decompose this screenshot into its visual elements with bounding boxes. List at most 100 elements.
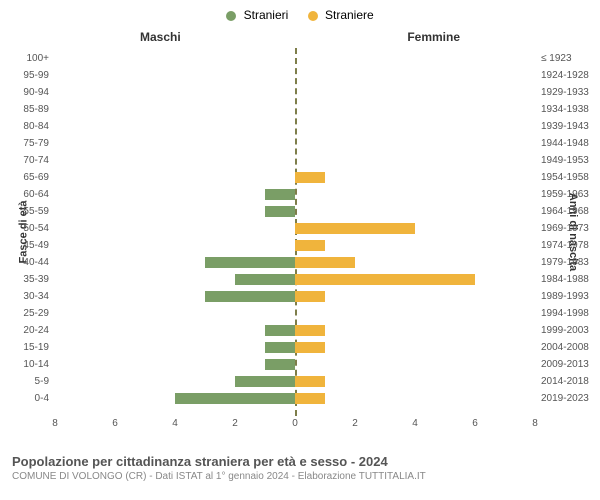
birth-year-label: 1934-1938: [541, 101, 589, 118]
x-tick: 2: [232, 418, 238, 429]
birth-year-label: 1999-2003: [541, 322, 589, 339]
age-label: 35-39: [23, 271, 49, 288]
age-label: 95-99: [23, 67, 49, 84]
bar-female: [295, 291, 325, 302]
x-axis: 8 6 4 2 0 2 4 6 8: [55, 418, 535, 432]
age-label: 55-59: [23, 203, 49, 220]
chart: Maschi Femmine Fasce di età Anni di nasc…: [0, 26, 600, 446]
x-tick: 8: [52, 418, 58, 429]
bar-female: [295, 223, 415, 234]
chart-row: 25-291994-1998: [55, 305, 535, 322]
chart-row: 15-192004-2008: [55, 339, 535, 356]
legend-label-female: Straniere: [325, 8, 374, 22]
chart-subtitle: COMUNE DI VOLONGO (CR) - Dati ISTAT al 1…: [12, 471, 588, 482]
birth-year-label: 1959-1963: [541, 186, 589, 203]
chart-row: 5-92014-2018: [55, 373, 535, 390]
birth-year-label: 1989-1993: [541, 288, 589, 305]
column-header-male: Maschi: [140, 30, 181, 44]
age-label: 20-24: [23, 322, 49, 339]
bar-male: [205, 291, 295, 302]
age-label: 85-89: [23, 101, 49, 118]
chart-row: 30-341989-1993: [55, 288, 535, 305]
chart-row: 80-841939-1943: [55, 118, 535, 135]
chart-row: 65-691954-1958: [55, 169, 535, 186]
bar-male: [265, 189, 295, 200]
chart-row: 85-891934-1938: [55, 101, 535, 118]
birth-year-label: 1929-1933: [541, 84, 589, 101]
birth-year-label: 2004-2008: [541, 339, 589, 356]
age-label: 45-49: [23, 237, 49, 254]
chart-row: 55-591964-1968: [55, 203, 535, 220]
age-label: 0-4: [35, 390, 49, 407]
age-label: 25-29: [23, 305, 49, 322]
bar-female: [295, 376, 325, 387]
bar-female: [295, 257, 355, 268]
bar-male: [235, 274, 295, 285]
birth-year-label: 1979-1983: [541, 254, 589, 271]
birth-year-label: 1994-1998: [541, 305, 589, 322]
age-label: 15-19: [23, 339, 49, 356]
chart-row: 75-791944-1948: [55, 135, 535, 152]
bar-male: [175, 393, 295, 404]
age-label: 40-44: [23, 254, 49, 271]
chart-row: 70-741949-1953: [55, 152, 535, 169]
age-label: 50-54: [23, 220, 49, 237]
x-tick: 8: [532, 418, 538, 429]
chart-row: 45-491974-1978: [55, 237, 535, 254]
legend: Stranieri Straniere: [0, 0, 600, 26]
bar-female: [295, 172, 325, 183]
age-label: 65-69: [23, 169, 49, 186]
bar-female: [295, 274, 475, 285]
birth-year-label: 1964-1968: [541, 203, 589, 220]
chart-row: 10-142009-2013: [55, 356, 535, 373]
legend-label-male: Stranieri: [244, 8, 289, 22]
chart-row: 40-441979-1983: [55, 254, 535, 271]
chart-row: 100+≤ 1923: [55, 50, 535, 67]
age-label: 100+: [26, 50, 49, 67]
birth-year-label: 2014-2018: [541, 373, 589, 390]
birth-year-label: 2009-2013: [541, 356, 589, 373]
x-tick: 6: [472, 418, 478, 429]
bar-female: [295, 393, 325, 404]
chart-row: 20-241999-2003: [55, 322, 535, 339]
chart-row: 35-391984-1988: [55, 271, 535, 288]
birth-year-label: 1924-1928: [541, 67, 589, 84]
bar-female: [295, 342, 325, 353]
bar-male: [265, 359, 295, 370]
birth-year-label: 1949-1953: [541, 152, 589, 169]
birth-year-label: 1984-1988: [541, 271, 589, 288]
age-label: 10-14: [23, 356, 49, 373]
bar-male: [235, 376, 295, 387]
age-label: 80-84: [23, 118, 49, 135]
footer: Popolazione per cittadinanza straniera p…: [0, 446, 600, 482]
bar-female: [295, 240, 325, 251]
column-header-female: Femmine: [407, 30, 460, 44]
age-label: 60-64: [23, 186, 49, 203]
bar-male: [265, 342, 295, 353]
birth-year-label: 1939-1943: [541, 118, 589, 135]
chart-row: 90-941929-1933: [55, 84, 535, 101]
birth-year-label: 1969-1973: [541, 220, 589, 237]
birth-year-label: 1944-1948: [541, 135, 589, 152]
x-tick: 2: [352, 418, 358, 429]
bar-male: [265, 325, 295, 336]
x-tick: 0: [292, 418, 298, 429]
chart-row: 50-541969-1973: [55, 220, 535, 237]
age-label: 30-34: [23, 288, 49, 305]
bar-male: [265, 206, 295, 217]
age-label: 90-94: [23, 84, 49, 101]
bar-female: [295, 325, 325, 336]
chart-row: 95-991924-1928: [55, 67, 535, 84]
birth-year-label: 1954-1958: [541, 169, 589, 186]
x-tick: 4: [172, 418, 178, 429]
birth-year-label: 1974-1978: [541, 237, 589, 254]
age-label: 70-74: [23, 152, 49, 169]
age-label: 5-9: [35, 373, 49, 390]
plot-area: 100+≤ 192395-991924-192890-941929-193385…: [55, 48, 535, 416]
birth-year-label: ≤ 1923: [541, 50, 572, 67]
legend-dot-female: [308, 11, 318, 21]
legend-dot-male: [226, 11, 236, 21]
x-tick: 4: [412, 418, 418, 429]
bar-male: [205, 257, 295, 268]
x-tick: 6: [112, 418, 118, 429]
